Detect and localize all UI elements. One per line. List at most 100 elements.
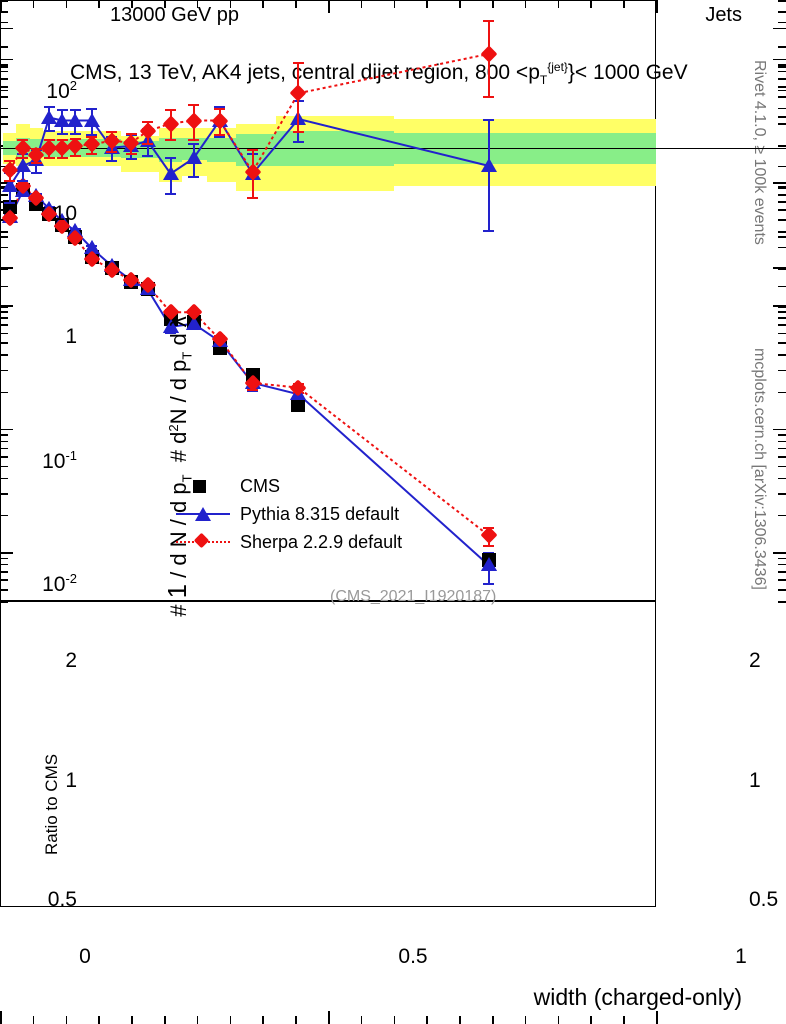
x-tick[interactable] [131, 0, 133, 8]
y-tick[interactable] [0, 563, 8, 566]
ratio-y-tick[interactable] [778, 11, 786, 13]
ratio-y-tick[interactable] [773, 27, 786, 30]
y-tick[interactable] [778, 589, 786, 591]
ratio-pythia-errorcap[interactable] [125, 158, 137, 161]
ratio-pythia-errorcap[interactable] [214, 135, 226, 138]
y-tick[interactable] [778, 342, 786, 345]
ratio-pythia-errorcap[interactable] [17, 179, 29, 182]
ratio-y-tick[interactable] [778, 235, 786, 238]
x-tick[interactable] [590, 1016, 592, 1024]
x-tick[interactable] [393, 1016, 396, 1024]
y-tick[interactable] [773, 182, 786, 184]
y-tick[interactable] [0, 231, 8, 233]
x-tick[interactable] [32, 0, 35, 8]
y-tick[interactable] [0, 551, 13, 554]
y-tick[interactable] [778, 107, 786, 110]
x-tick[interactable] [196, 0, 199, 8]
y-tick[interactable] [773, 551, 786, 554]
y-tick[interactable] [0, 579, 8, 581]
ratio-y-tick[interactable] [0, 285, 8, 288]
ratio-pythia-marker[interactable] [83, 112, 100, 127]
x-tick[interactable] [328, 1011, 330, 1024]
x-tick[interactable] [131, 1016, 133, 1024]
y-tick[interactable] [0, 589, 8, 591]
y-tick[interactable] [0, 246, 8, 249]
ratio-y-tick[interactable] [0, 27, 13, 30]
ratio-sherpa-errorcap[interactable] [214, 107, 226, 110]
x-tick[interactable] [65, 1016, 68, 1024]
x-tick[interactable] [295, 0, 297, 8]
x-tick[interactable] [360, 1016, 363, 1024]
y-tick[interactable] [0, 571, 8, 573]
ratio-pythia-marker[interactable] [162, 165, 179, 180]
ratio-sherpa-errorcap[interactable] [4, 179, 16, 182]
ratio-sherpa-errorcap[interactable] [56, 156, 68, 159]
y-tick[interactable] [778, 354, 786, 357]
y-tick[interactable] [778, 440, 786, 443]
ratio-pythia-errorcap[interactable] [106, 160, 118, 163]
y-tick[interactable] [0, 194, 8, 196]
ratio-pythia-errorcap[interactable] [86, 134, 98, 137]
y-tick[interactable] [778, 447, 786, 450]
y-tick[interactable] [0, 64, 8, 67]
ratio-y-tick[interactable] [778, 285, 786, 288]
ratio-y-tick[interactable] [0, 11, 8, 13]
y-tick[interactable] [0, 0, 8, 2]
uncertainty-band-inner[interactable] [206, 137, 237, 163]
pythia-errorcap[interactable] [247, 390, 259, 393]
legend-item-pythia[interactable]: Pythia 8.315 default [176, 500, 402, 528]
ratio-pythia-errorcap[interactable] [30, 171, 42, 174]
ratio-y-tick[interactable] [0, 89, 8, 92]
y-tick[interactable] [778, 332, 786, 335]
y-tick[interactable] [778, 493, 786, 495]
pythia-marker[interactable] [162, 318, 179, 333]
ratio-sherpa-errorcap[interactable] [43, 156, 55, 159]
x-tick[interactable] [524, 0, 527, 8]
x-tick[interactable] [262, 0, 264, 8]
y-tick[interactable] [0, 557, 8, 560]
x-tick[interactable] [492, 0, 494, 8]
ratio-sherpa-errorcap[interactable] [142, 120, 154, 123]
ratio-y-tick[interactable] [778, 165, 786, 168]
ratio-pythia-marker[interactable] [185, 150, 202, 165]
ratio-sherpa-errorcap[interactable] [247, 197, 259, 200]
ratio-sherpa-errorcap[interactable] [483, 95, 495, 98]
ratio-pythia-errorcap[interactable] [188, 175, 200, 178]
ratio-pythia-errorcap[interactable] [142, 154, 154, 157]
y-tick[interactable] [0, 514, 8, 517]
x-tick[interactable] [557, 1016, 560, 1024]
ratio-pythia-errorcap[interactable] [483, 230, 495, 233]
x-tick[interactable] [0, 0, 2, 13]
y-tick[interactable] [0, 447, 8, 450]
pythia-errorcap[interactable] [165, 331, 177, 334]
ratio-y-tick[interactable] [778, 186, 786, 188]
ratio-sherpa-errorcap[interactable] [106, 131, 118, 134]
ratio-sherpa-errorcap[interactable] [483, 20, 495, 23]
ratio-sherpa-errorcap[interactable] [292, 131, 304, 134]
y-tick[interactable] [0, 342, 8, 345]
x-tick[interactable] [393, 0, 396, 8]
y-tick[interactable] [0, 107, 8, 110]
y-tick[interactable] [0, 86, 8, 88]
y-tick[interactable] [778, 434, 786, 436]
y-tick[interactable] [778, 465, 786, 468]
x-tick[interactable] [262, 1016, 264, 1024]
x-tick[interactable] [164, 0, 166, 8]
y-tick[interactable] [778, 77, 786, 80]
y-tick[interactable] [0, 324, 8, 327]
y-tick[interactable] [778, 579, 786, 581]
x-tick[interactable] [229, 1016, 232, 1024]
cms-marker[interactable] [291, 398, 306, 413]
y-tick[interactable] [0, 440, 8, 443]
ratio-sherpa-errorcap[interactable] [86, 152, 98, 155]
y-tick[interactable] [0, 354, 8, 357]
ratio-y-tick[interactable] [0, 209, 8, 211]
ratio-y-tick[interactable] [0, 46, 8, 48]
ratio-sherpa-errorcap[interactable] [292, 62, 304, 65]
y-tick[interactable] [0, 391, 8, 394]
ratio-sherpa-errorcap[interactable] [17, 156, 29, 159]
pythia-marker[interactable] [83, 240, 100, 255]
ratio-pythia-errorcap[interactable] [188, 142, 200, 145]
uncertainty-band-inner[interactable] [159, 137, 183, 163]
ratio-pythia-errorcap[interactable] [292, 140, 304, 143]
